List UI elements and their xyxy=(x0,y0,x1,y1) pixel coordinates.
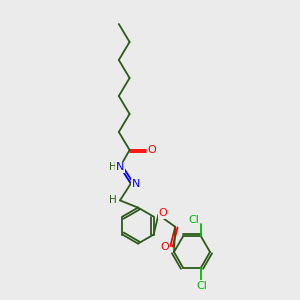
Text: O: O xyxy=(161,242,170,252)
Text: Cl: Cl xyxy=(188,215,199,225)
Text: N: N xyxy=(132,178,140,189)
Text: Cl: Cl xyxy=(196,280,207,291)
Text: H: H xyxy=(110,195,117,206)
Text: N: N xyxy=(116,162,124,172)
Text: O: O xyxy=(147,145,156,155)
Text: H: H xyxy=(110,162,117,172)
Text: O: O xyxy=(158,208,167,218)
